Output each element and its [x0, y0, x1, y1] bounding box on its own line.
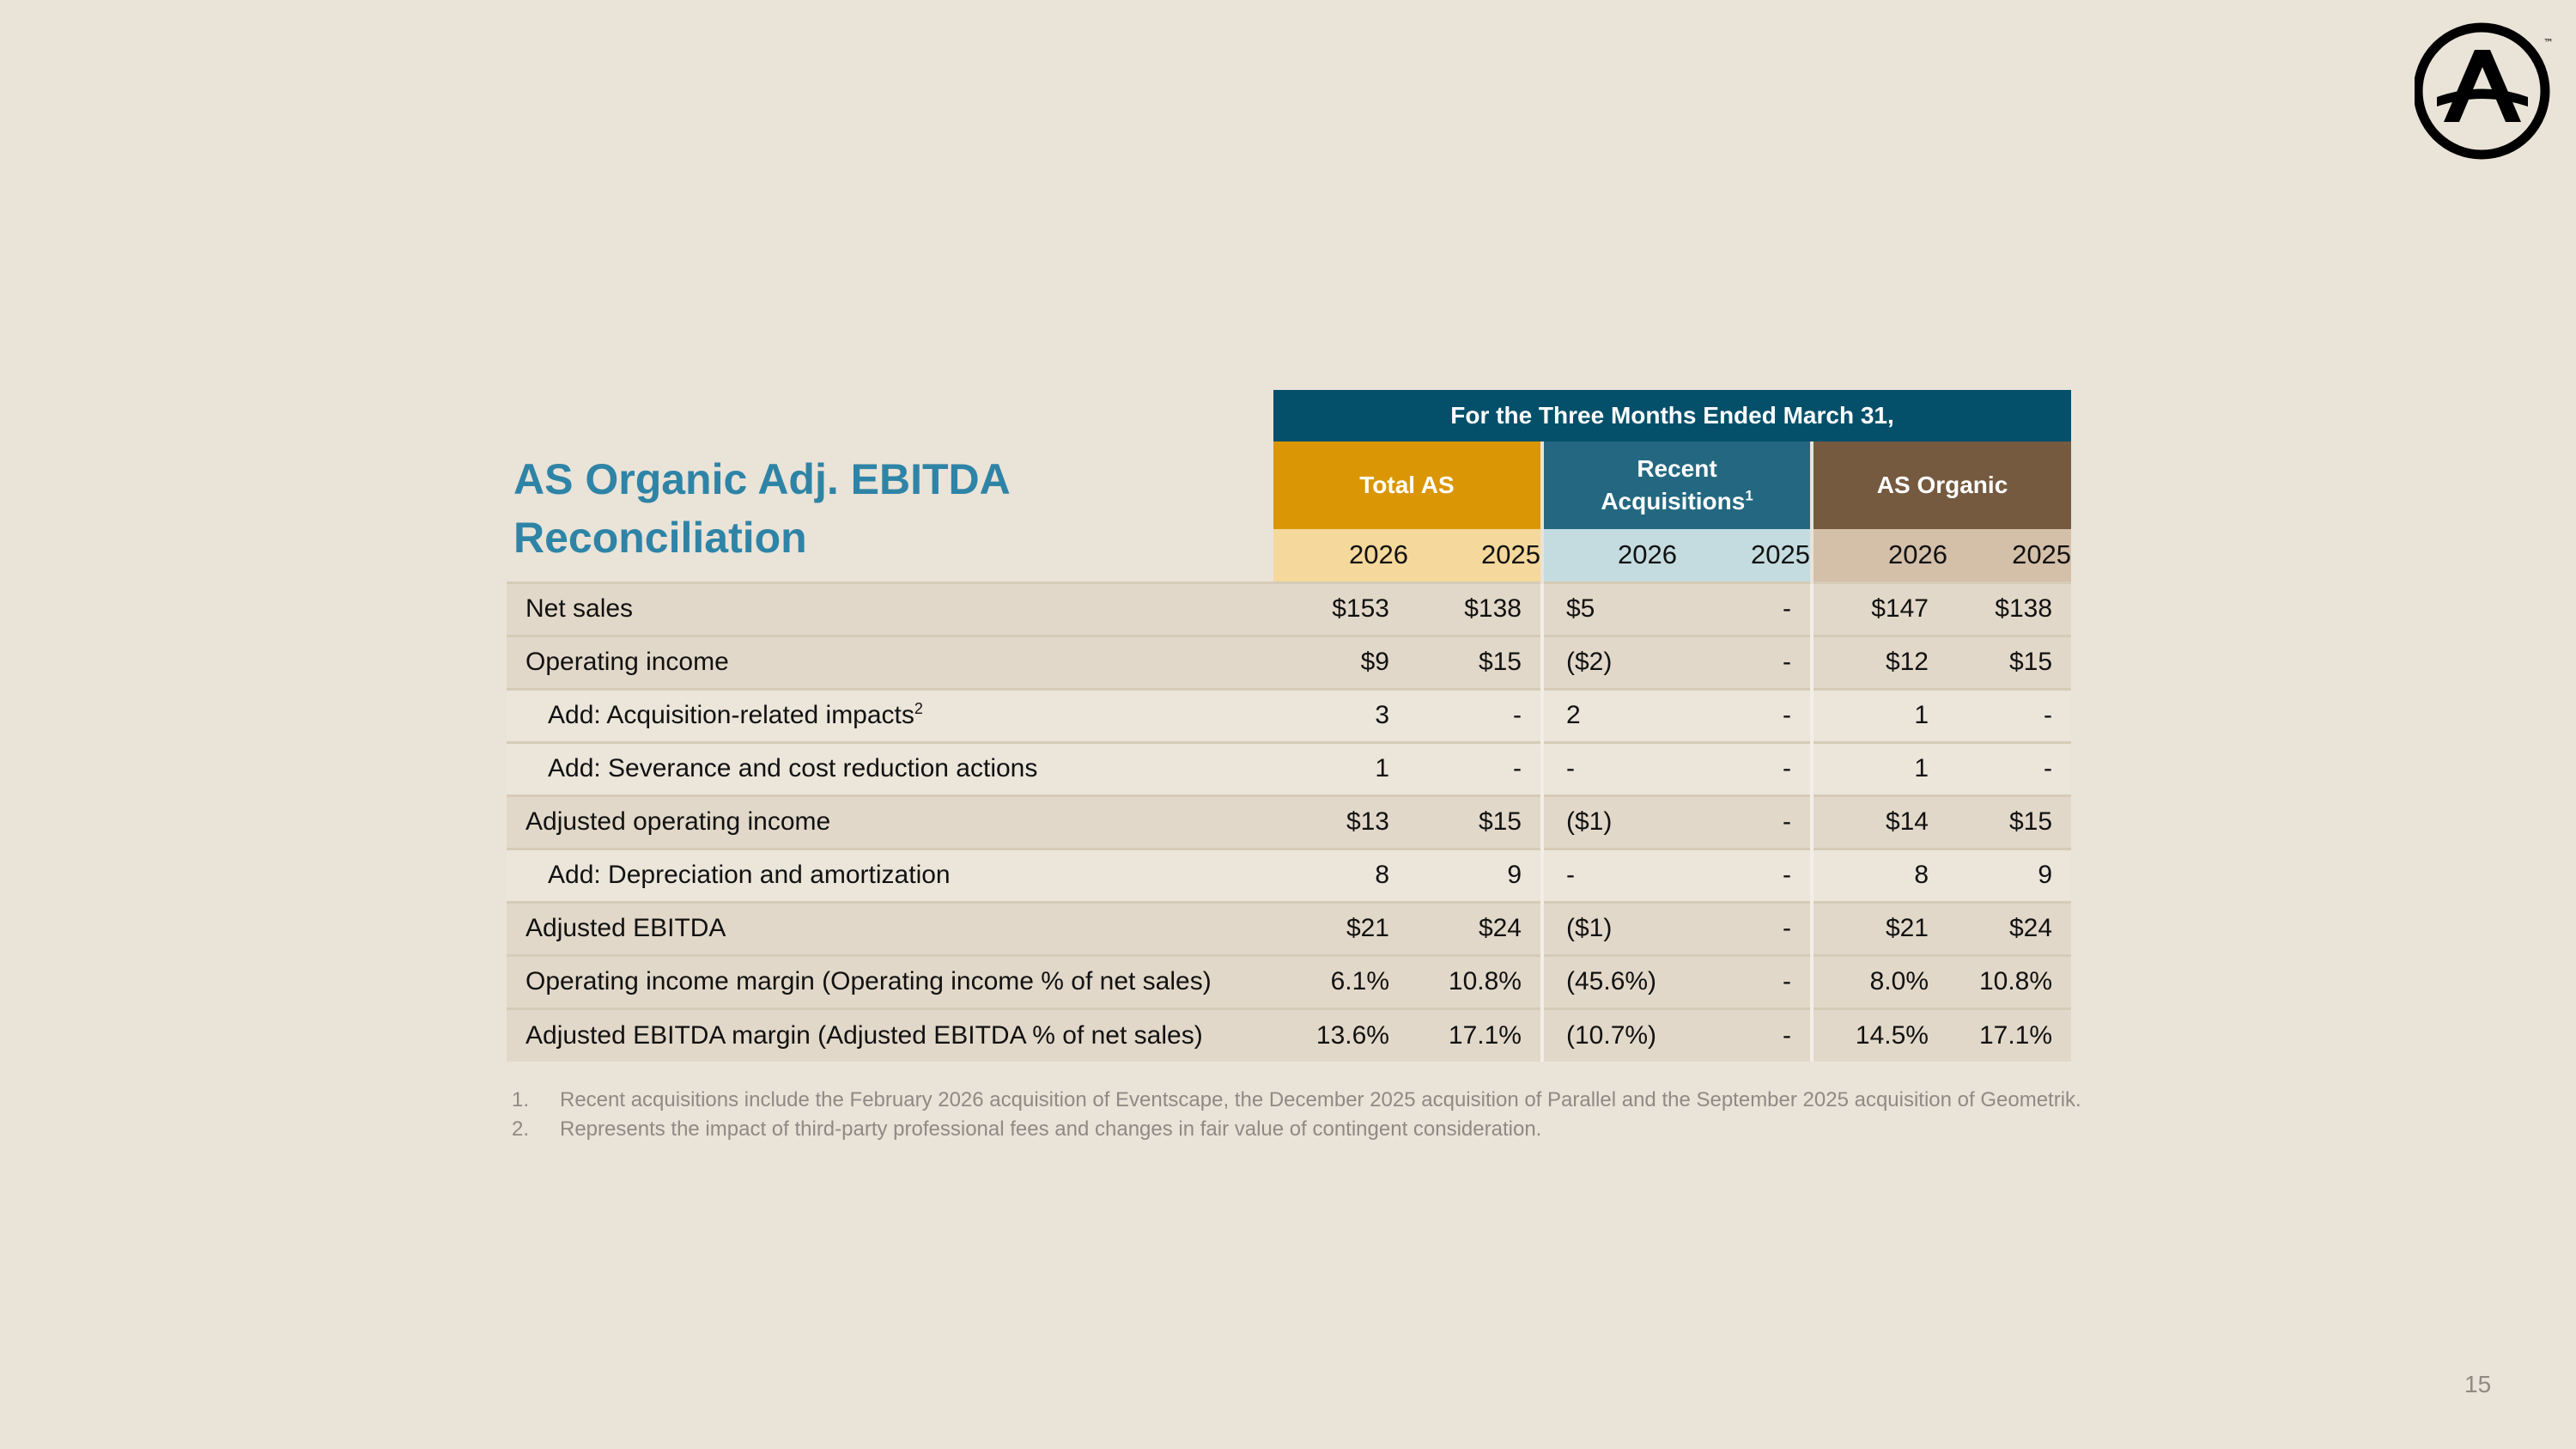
table-cell: $5	[1540, 581, 1677, 636]
table-cell: ($1)	[1540, 794, 1677, 849]
table-row: Net sales $153 $138 $5- $147 $138	[507, 581, 2072, 636]
table-cell: $21	[1273, 900, 1408, 955]
year-header: 2026	[1540, 529, 1677, 582]
table-cell: (10.7%)	[1540, 1007, 1677, 1062]
table-cell: $15	[1947, 634, 2072, 689]
row-label: Operating income	[507, 634, 1273, 689]
footnote-text: Recent acquisitions include the February…	[560, 1088, 2081, 1111]
table-cell: -	[1677, 847, 1812, 902]
group-header-total-as: Total AS	[1273, 441, 1542, 529]
table-row: Adjusted operating income $13 $15 ($1) - $14 $…	[507, 794, 2072, 849]
year-header: 2026	[1812, 529, 1947, 582]
row-label: Add: Acquisition-related impacts2	[507, 687, 1273, 742]
table-cell: $24	[1408, 900, 1542, 955]
table-cell: -	[1677, 687, 1812, 742]
table-row: Adjusted EBITDA $21 $24 ($1) - $21 $24	[507, 900, 2072, 955]
group-header-recent-acquisitions: Recent Acquisitions1	[1540, 441, 1814, 529]
table-cell: ($2)	[1540, 634, 1677, 689]
row-label: Add: Severance and cost reduction action…	[507, 740, 1273, 795]
page-title: AS Organic Adj. EBITDA Reconciliation	[513, 455, 1009, 562]
group-header-row: Total AS Recent Acquisitions1 AS Organic	[507, 441, 2072, 529]
table-row: Operating income $9 $15 ($2) - $12 $15	[507, 634, 2072, 689]
table-cell: -	[1677, 740, 1812, 795]
table-cell: $153	[1273, 581, 1408, 636]
table-cell: $15	[1408, 794, 1542, 849]
table-cell: $138	[1947, 581, 2072, 636]
table-cell: $138	[1408, 581, 1542, 636]
table-cell: -	[1677, 1007, 1812, 1062]
table-cell: $15	[1947, 794, 2072, 849]
table-cell: 9	[1947, 847, 2072, 902]
row-label: Adjusted operating income	[507, 794, 1273, 849]
footnote-ref-1: 1	[1745, 487, 1753, 504]
year-header: 2025	[1408, 529, 1542, 582]
table-cell: $13	[1273, 794, 1408, 849]
table-cell: $12	[1810, 634, 1947, 689]
table-cell: 1	[1810, 687, 1947, 742]
table-cell: -	[1540, 740, 1677, 795]
table-cell: 1	[1810, 740, 1947, 795]
table-cell: (45.6%)	[1540, 953, 1677, 1008]
row-label: Adjusted EBITDA margin (Adjusted EBITDA …	[507, 1007, 1273, 1062]
table-cell: 13.6%	[1273, 1007, 1408, 1062]
table-row: Add: Depreciation and amortization 8 9- -8 9	[507, 847, 2072, 902]
table-cell: ($1)	[1540, 900, 1677, 955]
table-cell: 10.8%	[1408, 953, 1542, 1008]
year-header-row: 2026 2025 2026 2025 2026 2025	[507, 529, 2072, 582]
table-cell: -	[1677, 953, 1812, 1008]
footnote: 1. Recent acquisitions include the Febru…	[512, 1086, 2083, 1115]
table-cell: -	[1677, 794, 1812, 849]
table-cell: -	[1677, 634, 1812, 689]
footnote: 2. Represents the impact of third-party …	[512, 1115, 2083, 1144]
table-row: Operating income margin (Operating incom…	[507, 953, 2072, 1008]
table-cell: 6.1%	[1273, 953, 1408, 1008]
table-cell: 10.8%	[1947, 953, 2072, 1008]
table-cell: -	[1540, 847, 1677, 902]
period-header-row: For the Three Months Ended March 31,	[507, 390, 2072, 441]
table-cell: -	[1408, 740, 1542, 795]
table-cell: $21	[1810, 900, 1947, 955]
table-cell: 2	[1540, 687, 1677, 742]
table-cell: $14	[1810, 794, 1947, 849]
table-row: Add: Acquisition-related impacts2 3-2-1-	[507, 687, 2072, 742]
recent-acquisitions-label: Acquisitions	[1601, 488, 1746, 514]
table-cell: $15	[1408, 634, 1542, 689]
table-cell: $24	[1947, 900, 2072, 955]
table-cell: 9	[1408, 847, 1542, 902]
table-cell: 17.1%	[1947, 1007, 2072, 1062]
table-cell: $9	[1273, 634, 1408, 689]
table-row: Adjusted EBITDA margin (Adjusted EBITDA …	[507, 1007, 2072, 1062]
row-label: Operating income margin (Operating incom…	[507, 953, 1273, 1008]
page-number: 15	[2464, 1371, 2492, 1397]
row-label: Adjusted EBITDA	[507, 900, 1273, 955]
table-cell: 17.1%	[1408, 1007, 1542, 1062]
table-row: Add: Severance and cost reduction action…	[507, 740, 2072, 795]
table-cell: -	[1677, 900, 1812, 955]
table-cell: -	[1677, 581, 1812, 636]
row-label: Net sales	[507, 581, 1273, 636]
footnotes: 1. Recent acquisitions include the Febru…	[512, 1086, 2083, 1144]
year-header: 2025	[1677, 529, 1814, 582]
circle-a-logo-icon: ™	[2415, 22, 2554, 160]
period-header: For the Three Months Ended March 31,	[1273, 390, 2072, 441]
table-cell: -	[1947, 740, 2072, 795]
row-label: Add: Depreciation and amortization	[507, 847, 1273, 902]
table-cell: 8	[1273, 847, 1408, 902]
table-cell: 1	[1273, 740, 1408, 795]
table-cell: -	[1408, 687, 1542, 742]
table-cell: 3	[1273, 687, 1408, 742]
year-header: 2026	[1273, 529, 1408, 582]
footnote-text: Represents the impact of third-party pro…	[560, 1117, 1542, 1141]
reconciliation-table: For the Three Months Ended March 31, Tot…	[507, 390, 2072, 1062]
footnote-ref: 2	[914, 700, 923, 717]
year-header: 2025	[1947, 529, 2072, 582]
trademark-mark: ™	[2543, 37, 2554, 49]
table-cell: 8.0%	[1810, 953, 1947, 1008]
table-cell: $147	[1810, 581, 1947, 636]
table-cell: 8	[1810, 847, 1947, 902]
table-cell: -	[1947, 687, 2072, 742]
group-header-as-organic: AS Organic	[1812, 441, 2072, 529]
table-cell: 14.5%	[1810, 1007, 1947, 1062]
